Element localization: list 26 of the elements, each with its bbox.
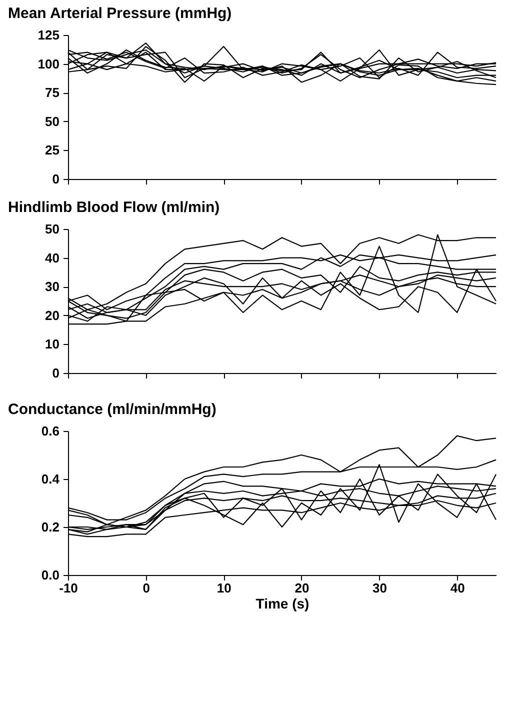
y-tick-label: 0.0 bbox=[41, 568, 60, 582]
y-tick-label: 125 bbox=[38, 28, 60, 42]
y-tick-label: 30 bbox=[45, 279, 60, 294]
y-tick-label: 0.6 bbox=[41, 424, 60, 438]
y-tick-label: 20 bbox=[45, 308, 60, 323]
y-tick-label: 75 bbox=[45, 85, 60, 100]
y-tick-label: 0.4 bbox=[41, 472, 60, 486]
x-tick-label: 10 bbox=[216, 580, 232, 596]
y-tick-label: 0.2 bbox=[41, 520, 60, 534]
y-tick-label: 10 bbox=[45, 336, 60, 352]
y-tick-label: 0 bbox=[52, 172, 60, 186]
x-axis-title: Time (s) bbox=[256, 596, 310, 612]
y-tick-label: 50 bbox=[45, 222, 60, 236]
x-tick-label: 20 bbox=[294, 580, 310, 596]
y-tick-label: 50 bbox=[45, 114, 60, 129]
x-tick-label: -10 bbox=[59, 580, 78, 596]
y-tick-label: 0 bbox=[52, 366, 60, 380]
y-tick-label: 25 bbox=[45, 142, 60, 158]
y-tick-label: 40 bbox=[45, 250, 60, 266]
x-tick-label: 30 bbox=[372, 580, 388, 596]
x-tick-label: 40 bbox=[450, 580, 465, 596]
chart-title: Hindlimb Blood Flow (ml/min) bbox=[8, 199, 220, 216]
x-tick-label: 0 bbox=[142, 580, 150, 596]
y-tick-label: 100 bbox=[38, 56, 60, 72]
chart-title: Conductance (ml/min/mmHg) bbox=[8, 401, 216, 418]
chart-title: Mean Arterial Pressure (mmHg) bbox=[8, 5, 232, 22]
